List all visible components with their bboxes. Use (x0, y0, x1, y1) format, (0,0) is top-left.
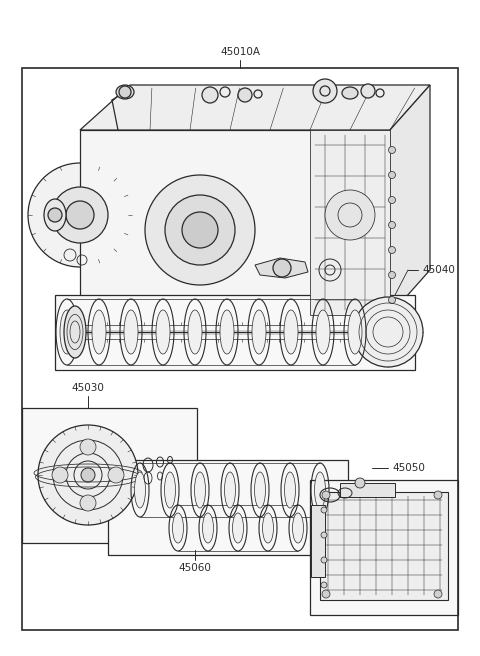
Circle shape (52, 187, 108, 243)
Polygon shape (80, 85, 430, 130)
Circle shape (321, 532, 327, 538)
Circle shape (80, 495, 96, 511)
Circle shape (355, 478, 365, 488)
Circle shape (321, 507, 327, 513)
Circle shape (388, 197, 396, 203)
Ellipse shape (134, 472, 145, 508)
Ellipse shape (316, 310, 330, 354)
Bar (80, 130, 390, 315)
Circle shape (66, 201, 94, 229)
Ellipse shape (172, 513, 183, 543)
Circle shape (38, 425, 138, 525)
Circle shape (273, 259, 291, 277)
Circle shape (182, 212, 218, 248)
Circle shape (313, 79, 337, 103)
Ellipse shape (64, 306, 86, 358)
Circle shape (388, 297, 396, 304)
Ellipse shape (314, 472, 325, 508)
Polygon shape (55, 295, 415, 370)
Circle shape (238, 88, 252, 102)
Ellipse shape (225, 472, 236, 508)
Ellipse shape (60, 310, 74, 354)
Ellipse shape (285, 472, 296, 508)
Polygon shape (390, 85, 430, 315)
Circle shape (353, 297, 423, 367)
Ellipse shape (203, 513, 214, 543)
Circle shape (165, 195, 235, 265)
Circle shape (388, 247, 396, 253)
Text: 45050: 45050 (392, 463, 425, 473)
Circle shape (361, 84, 375, 98)
Circle shape (322, 590, 330, 598)
Circle shape (52, 467, 68, 483)
Ellipse shape (220, 310, 234, 354)
Polygon shape (255, 258, 308, 278)
Ellipse shape (124, 310, 138, 354)
Circle shape (434, 491, 442, 499)
Ellipse shape (284, 310, 298, 354)
Circle shape (48, 208, 62, 222)
Text: 45040: 45040 (422, 265, 455, 275)
Text: 45010A: 45010A (220, 47, 260, 57)
Circle shape (28, 163, 132, 267)
Bar (311, 505, 325, 577)
Text: 45060: 45060 (179, 563, 211, 573)
Circle shape (81, 468, 95, 482)
Bar (22, 68, 458, 630)
Bar (22, 408, 197, 543)
Ellipse shape (194, 472, 205, 508)
Text: 45030: 45030 (72, 383, 105, 393)
Bar (310, 130, 390, 315)
Circle shape (322, 491, 330, 499)
Circle shape (325, 190, 375, 240)
Bar (320, 492, 448, 600)
Circle shape (388, 222, 396, 228)
Circle shape (108, 467, 124, 483)
Ellipse shape (165, 472, 176, 508)
Circle shape (434, 590, 442, 598)
Circle shape (388, 272, 396, 279)
Bar (340, 483, 395, 497)
Ellipse shape (342, 87, 358, 99)
Ellipse shape (44, 199, 66, 231)
Circle shape (80, 439, 96, 455)
Ellipse shape (188, 310, 202, 354)
Circle shape (321, 557, 327, 563)
Bar (108, 460, 348, 555)
Ellipse shape (254, 472, 265, 508)
Ellipse shape (348, 310, 362, 354)
Circle shape (321, 582, 327, 588)
Ellipse shape (156, 310, 170, 354)
Circle shape (119, 86, 131, 98)
Circle shape (388, 171, 396, 178)
Ellipse shape (292, 513, 303, 543)
Bar (310, 480, 458, 615)
Ellipse shape (116, 85, 134, 99)
Ellipse shape (263, 513, 274, 543)
Circle shape (388, 146, 396, 154)
Circle shape (202, 87, 218, 103)
Ellipse shape (92, 310, 106, 354)
Ellipse shape (232, 513, 243, 543)
Ellipse shape (252, 310, 266, 354)
Circle shape (145, 175, 255, 285)
